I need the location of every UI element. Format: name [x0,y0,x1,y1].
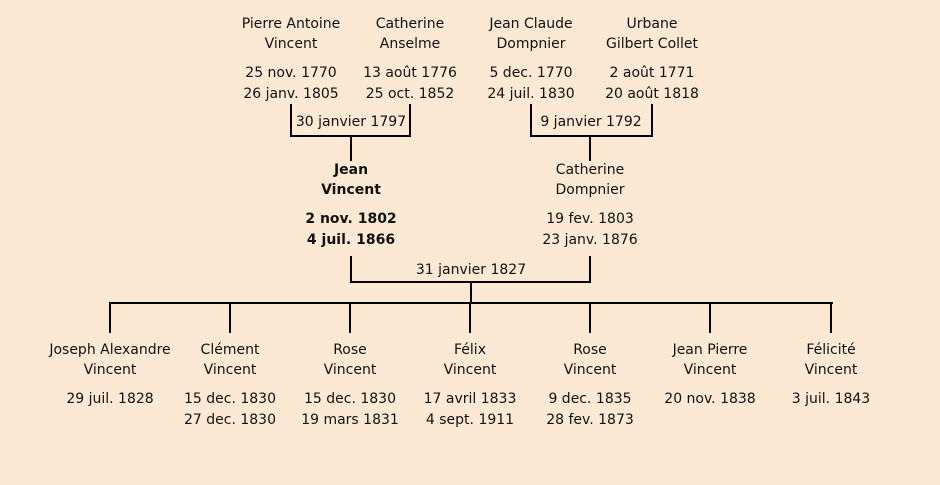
child1-drop-line [109,304,111,333]
person-name-line2: Vincent [323,362,377,378]
person-death-date: 4 sept. 1911 [425,412,515,428]
person-name-line1: Urbane [626,16,678,32]
person-catherine-anselme[interactable]: Catherine Anselme 13 août 1776 25 oct. 1… [325,14,495,105]
person-name-line2: Gilbert Collet [605,36,699,52]
marriage1-bottom-line [290,135,411,137]
person-clement-vincent[interactable]: Clément Vincent 15 dec. 1830 27 dec. 183… [155,340,305,431]
person-felicite-vincent[interactable]: Félicité Vincent 3 juil. 1843 [756,340,906,410]
person-name-line1: Clément [200,342,260,358]
person-birth-date: 13 août 1776 [363,65,457,81]
person-death-date: 25 oct. 1852 [365,86,455,102]
person-name-line1: Joseph Alexandre [49,342,171,358]
child7-drop-line [830,304,832,333]
marriage2-child-drop-line [589,137,591,161]
marriage1-left-drop-line [290,104,292,137]
person-birth-date: 25 nov. 1770 [245,65,337,81]
marriage3-bottom-line [350,281,591,283]
person-name-line1: Rose [573,342,607,358]
marriage1-date-label: 30 janvier 1797 [295,114,407,130]
person-name-line2: Vincent [443,362,497,378]
person-name-line2: Dompnier [555,182,625,198]
person-felix-vincent[interactable]: Félix Vincent 17 avril 1833 4 sept. 1911 [395,340,545,431]
child3-drop-line [349,304,351,333]
person-death-date: 19 mars 1831 [301,412,399,428]
person-birth-date: 19 fev. 1803 [546,211,634,227]
person-death-date: 24 juil. 1830 [487,86,575,102]
person-name-line2: Dompnier [496,36,566,52]
person-name-line2: Vincent [563,362,617,378]
person-death-date: 26 janv. 1805 [243,86,339,102]
person-jean-vincent[interactable]: Jean Vincent 2 nov. 1802 4 juil. 1866 [261,160,441,251]
person-rose-vincent-2[interactable]: Rose Vincent 9 dec. 1835 28 fev. 1873 [515,340,665,431]
person-joseph-alexandre-vincent[interactable]: Joseph Alexandre Vincent 29 juil. 1828 [35,340,185,410]
person-birth-date: 2 nov. 1802 [305,211,397,227]
person-name-line2: Anselme [379,36,441,52]
person-name-line1: Rose [333,342,367,358]
person-death-date: 23 janv. 1876 [542,232,638,248]
person-birth-date: 15 dec. 1830 [304,391,396,407]
person-name-line1: Jean Pierre [672,342,748,358]
person-birth-date: 3 juil. 1843 [791,391,871,407]
person-birth-date: 5 dec. 1770 [489,65,573,81]
person-birth-date: 15 dec. 1830 [184,391,276,407]
person-name-line2: Vincent [804,362,858,378]
marriage3-children-drop-line [470,283,472,304]
person-name-line2: Vincent [83,362,137,378]
person-birth-date: 17 avril 1833 [423,391,517,407]
child4-drop-line [469,304,471,333]
person-name-line1: Jean [333,162,369,178]
child6-drop-line [709,304,711,333]
person-name-line1: Catherine [375,16,445,32]
marriage3-right-drop-line [589,256,591,283]
person-death-date: 27 dec. 1830 [184,412,276,428]
person-death-date: 4 juil. 1866 [306,232,396,248]
child2-drop-line [229,304,231,333]
person-pierre-antoine-vincent[interactable]: Pierre Antoine Vincent 25 nov. 1770 26 j… [206,14,376,105]
person-death-date: 28 fev. 1873 [546,412,634,428]
person-rose-vincent-1[interactable]: Rose Vincent 15 dec. 1830 19 mars 1831 [275,340,425,431]
person-name-line2: Vincent [683,362,737,378]
person-birth-date: 9 dec. 1835 [548,391,632,407]
person-jean-pierre-vincent[interactable]: Jean Pierre Vincent 20 nov. 1838 [635,340,785,410]
person-birth-date: 29 juil. 1828 [66,391,154,407]
person-birth-date: 2 août 1771 [609,65,695,81]
marriage1-child-drop-line [350,137,352,161]
person-name-line2: Vincent [264,36,318,52]
person-name-line2: Vincent [203,362,257,378]
marriage1-right-drop-line [409,104,411,137]
marriage2-left-drop-line [530,104,532,137]
child5-drop-line [589,304,591,333]
person-name-line1: Jean Claude [489,16,573,32]
person-name-line1: Félix [454,342,486,358]
person-name-line1: Pierre Antoine [241,16,341,32]
marriage3-date-label: 31 janvier 1827 [415,262,527,278]
marriage3-left-drop-line [350,256,352,283]
person-catherine-dompnier[interactable]: Catherine Dompnier 19 fev. 1803 23 janv.… [500,160,680,251]
person-name-line1: Catherine [555,162,625,178]
person-death-date: 20 août 1818 [605,86,699,102]
person-name-line1: Félicité [806,342,856,358]
person-name-line2: Vincent [321,182,381,198]
marriage2-date-label: 9 janvier 1792 [540,114,642,130]
children-bus-line [109,302,833,304]
marriage2-bottom-line [530,135,653,137]
person-urbane-gilbert-collet[interactable]: Urbane Gilbert Collet 2 août 1771 20 aoû… [567,14,737,105]
person-birth-date: 20 nov. 1838 [664,391,756,407]
marriage2-right-drop-line [651,104,653,137]
person-jean-claude-dompnier[interactable]: Jean Claude Dompnier 5 dec. 1770 24 juil… [446,14,616,105]
